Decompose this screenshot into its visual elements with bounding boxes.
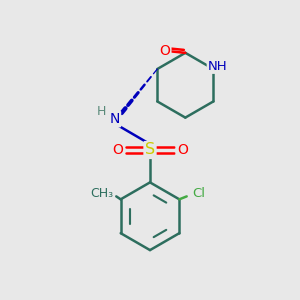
Text: O: O <box>159 44 170 58</box>
Text: O: O <box>177 143 188 157</box>
Text: NH: NH <box>208 60 228 73</box>
Text: S: S <box>145 142 155 158</box>
Text: H: H <box>97 105 106 118</box>
Text: Cl: Cl <box>192 187 205 200</box>
Text: O: O <box>112 143 123 157</box>
Text: CH₃: CH₃ <box>90 187 113 200</box>
Text: N: N <box>110 112 120 126</box>
